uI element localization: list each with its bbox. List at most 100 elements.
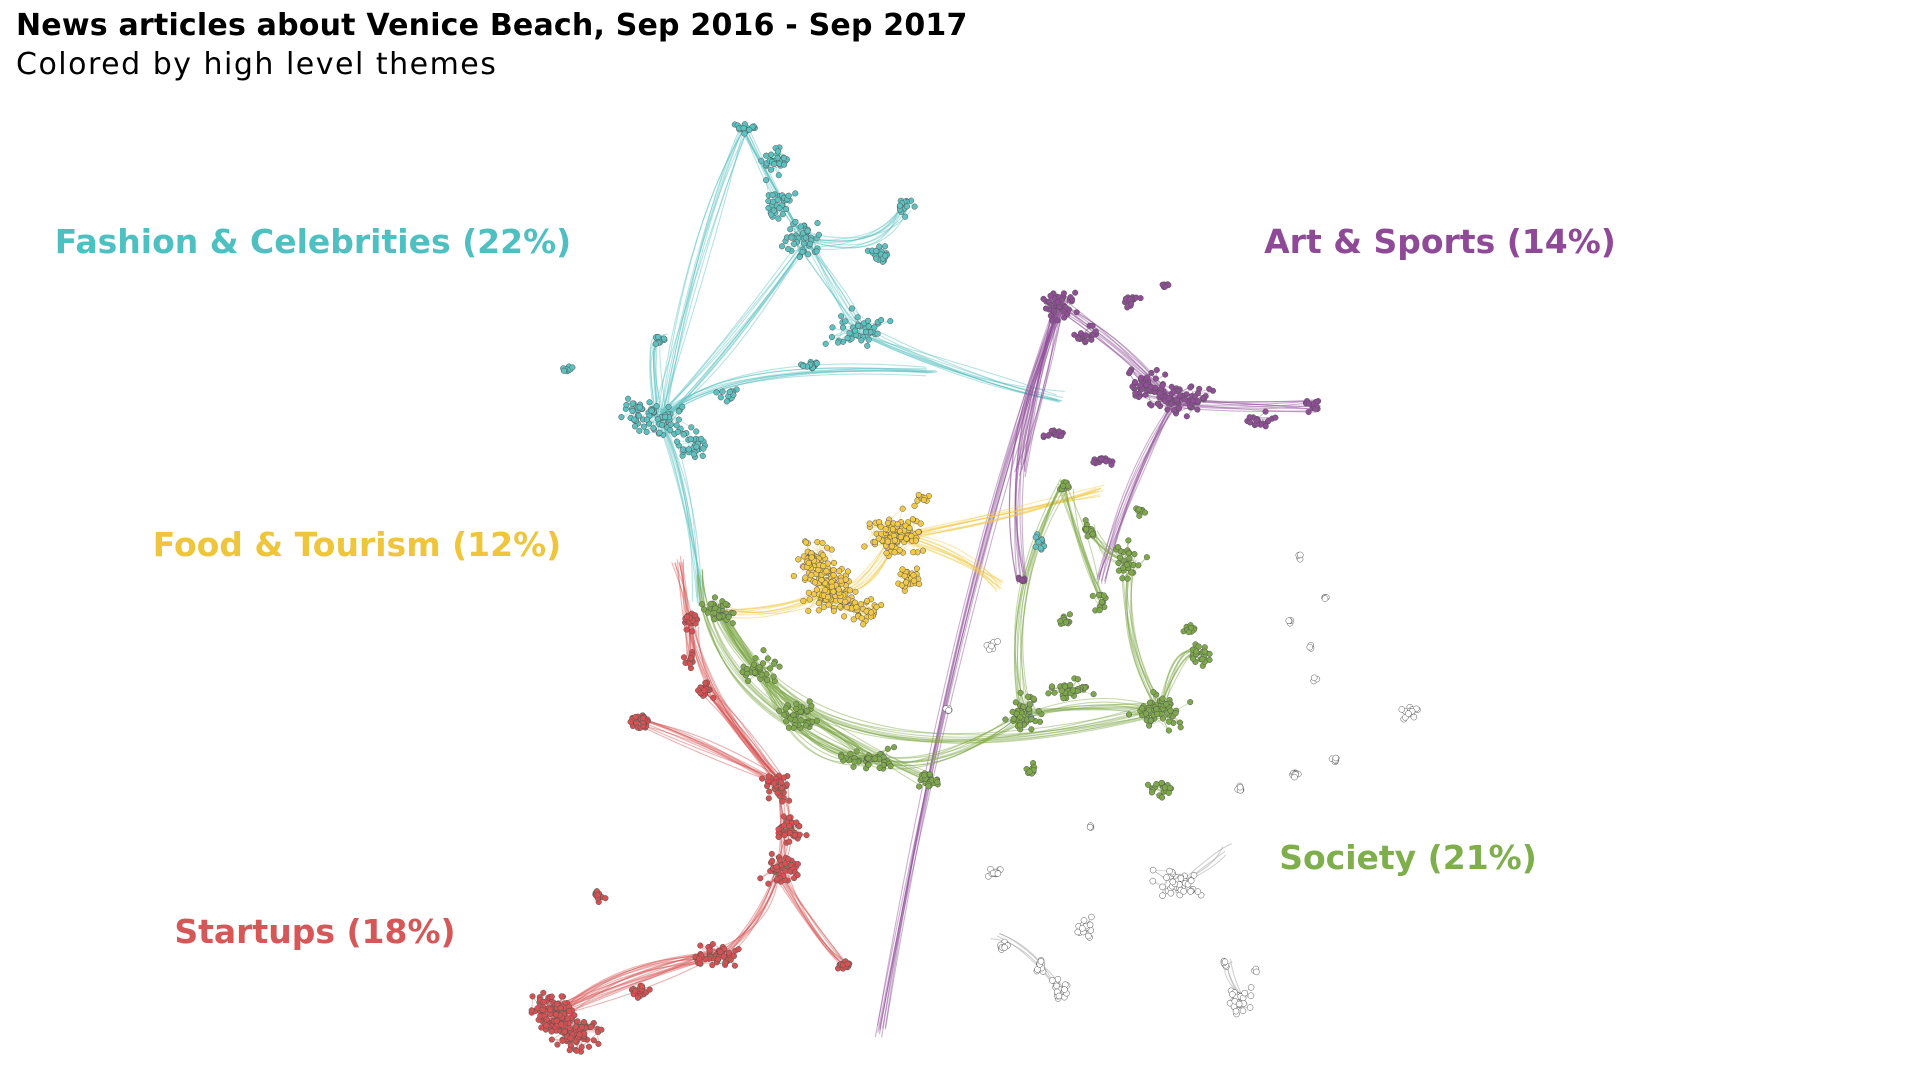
network-edge xyxy=(884,305,1062,1030)
network-node xyxy=(1020,703,1027,710)
network-node xyxy=(1058,687,1065,694)
network-node xyxy=(805,607,812,614)
network-node xyxy=(1035,708,1042,715)
network-node xyxy=(763,177,770,184)
network-node xyxy=(1125,537,1132,544)
network-edge xyxy=(639,718,779,788)
network-node xyxy=(632,713,639,720)
network-node xyxy=(1045,690,1052,697)
network-node xyxy=(1089,322,1096,329)
network-edge xyxy=(882,303,1062,1029)
network-edge xyxy=(640,718,781,786)
network-node xyxy=(823,568,830,575)
network-node xyxy=(680,431,687,438)
network-node xyxy=(902,213,909,220)
network-node xyxy=(1159,883,1166,891)
network-edge xyxy=(723,608,1169,736)
network-node xyxy=(846,330,853,337)
network-node xyxy=(1164,406,1171,413)
network-node xyxy=(1075,335,1082,342)
network-node xyxy=(710,694,717,701)
network-edge xyxy=(1063,486,1104,605)
network-node xyxy=(883,550,890,557)
network-node xyxy=(572,1023,579,1030)
network-node xyxy=(899,566,906,573)
network-node xyxy=(1040,295,1047,302)
network-node xyxy=(566,1008,573,1015)
network-node xyxy=(667,427,674,434)
network-edge xyxy=(803,206,910,250)
network-node xyxy=(1083,332,1090,339)
network-node xyxy=(574,1018,581,1025)
network-node xyxy=(1067,294,1074,301)
network-node xyxy=(1024,693,1032,700)
network-node xyxy=(763,152,770,159)
network-edge xyxy=(854,332,1058,401)
network-node xyxy=(775,833,782,840)
network-edge xyxy=(653,333,668,421)
edge-layer xyxy=(531,123,1418,1052)
network-node xyxy=(719,388,726,395)
network-node xyxy=(824,593,831,601)
network-edge xyxy=(1016,482,1063,716)
network-node xyxy=(1050,308,1058,315)
network-node xyxy=(758,671,765,678)
network-node xyxy=(1195,643,1202,650)
network-node xyxy=(1241,989,1248,997)
network-node xyxy=(779,798,786,805)
network-node xyxy=(903,203,911,210)
network-node xyxy=(912,537,920,544)
network-node xyxy=(564,1015,571,1022)
network-edge xyxy=(690,618,784,785)
network-edge xyxy=(660,418,701,604)
network-node xyxy=(1149,866,1157,874)
network-node xyxy=(1089,592,1096,599)
network-node xyxy=(805,559,812,567)
network-edge xyxy=(664,128,741,424)
network-node xyxy=(764,676,771,683)
network-node xyxy=(1187,384,1194,391)
network-node xyxy=(1062,619,1070,626)
network-node xyxy=(1187,888,1194,895)
network-edge xyxy=(704,691,781,783)
network-node xyxy=(765,795,772,802)
network-edge xyxy=(1013,310,1063,473)
network-node xyxy=(653,403,660,410)
network-node xyxy=(1126,555,1133,562)
network-node xyxy=(1089,531,1096,538)
network-node xyxy=(711,594,718,601)
network-edge xyxy=(862,330,1060,403)
network-node xyxy=(830,572,837,579)
network-node xyxy=(1169,878,1177,886)
network-node xyxy=(913,565,920,572)
network-node xyxy=(838,313,845,320)
network-node xyxy=(781,822,788,829)
network-node xyxy=(534,1005,541,1012)
network-edge xyxy=(1104,405,1171,585)
network-node xyxy=(788,234,795,241)
network-node xyxy=(818,576,825,584)
network-node xyxy=(1058,296,1066,303)
network-node xyxy=(1165,718,1172,725)
network-edge xyxy=(719,610,1157,742)
network-node xyxy=(865,323,872,330)
network-node xyxy=(759,775,766,782)
network-node xyxy=(1159,695,1166,702)
network-node xyxy=(813,717,821,724)
network-edge xyxy=(721,612,1158,740)
network-edge xyxy=(776,874,846,969)
network-node xyxy=(894,521,901,528)
network-node xyxy=(797,223,804,230)
network-edge xyxy=(777,869,838,961)
network-node xyxy=(1180,888,1187,895)
network-node xyxy=(781,832,788,839)
network-edge xyxy=(864,324,1063,402)
network-node xyxy=(646,399,653,406)
network-node xyxy=(1060,290,1067,297)
network-node xyxy=(1136,512,1143,519)
cluster-label-startups: Startups (18%) xyxy=(174,912,456,951)
network-node xyxy=(757,875,764,882)
network-node xyxy=(1262,408,1269,415)
network-node xyxy=(919,547,927,554)
network-node xyxy=(858,337,865,344)
